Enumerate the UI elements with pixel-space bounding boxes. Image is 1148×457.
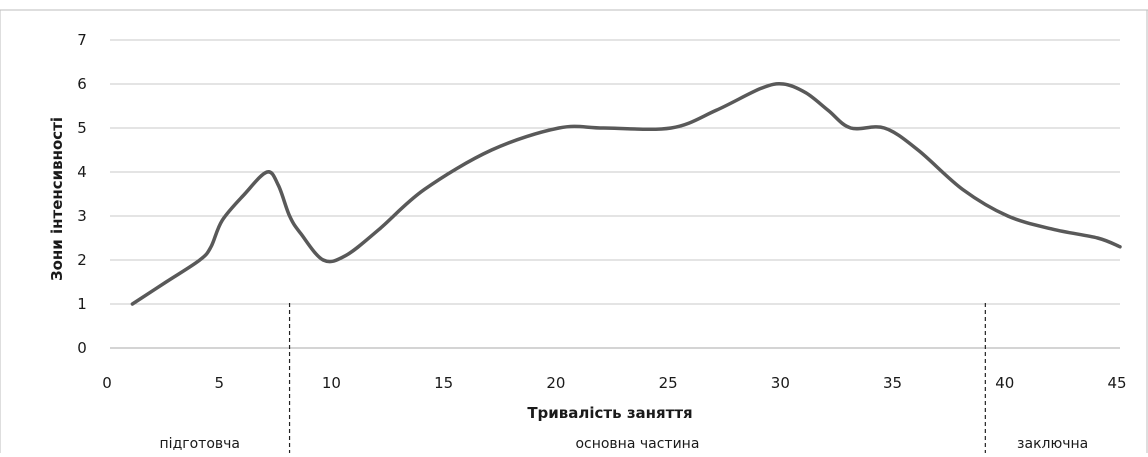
y-axis-title: Зони інтенсивності (48, 117, 66, 281)
y-tick-label-2: 2 (77, 251, 87, 269)
gridlines (110, 39, 1120, 349)
x-tick-label-30: 30 (771, 374, 790, 392)
x-tick-label-20: 20 (546, 374, 565, 392)
phase-label-3: заключна (1017, 436, 1088, 452)
y-tick-label-1: 1 (77, 295, 87, 313)
y-tick-label-6: 6 (77, 75, 87, 93)
data-series (130, 82, 1122, 306)
x-tick-labels: 0 5 10 15 20 25 30 35 40 45 (102, 374, 1126, 392)
y-tick-labels: 0 1 2 3 4 5 6 7 (77, 31, 87, 357)
phase-label-1: підготовча (160, 436, 240, 452)
x-tick-label-25: 25 (659, 374, 678, 392)
y-tick-label-7: 7 (77, 31, 87, 49)
phase-labels: підготовча основна частина заключна (160, 436, 1089, 452)
x-tick-label-10: 10 (322, 374, 341, 392)
y-tick-label-5: 5 (77, 119, 87, 137)
x-tick-label-15: 15 (434, 374, 453, 392)
x-tick-label-5: 5 (214, 374, 224, 392)
x-tick-label-40: 40 (995, 374, 1014, 392)
series-line (130, 82, 1122, 306)
phase-dividers (288, 303, 986, 453)
x-tick-label-35: 35 (883, 374, 902, 392)
phase-label-2: основна частина (575, 436, 699, 452)
x-tick-label-45: 45 (1107, 374, 1126, 392)
y-tick-label-3: 3 (77, 207, 87, 225)
x-axis-title: Тривалість заняття (527, 404, 692, 422)
y-tick-label-4: 4 (77, 163, 87, 181)
x-tick-label-0: 0 (102, 374, 112, 392)
y-tick-label-0: 0 (77, 339, 87, 357)
